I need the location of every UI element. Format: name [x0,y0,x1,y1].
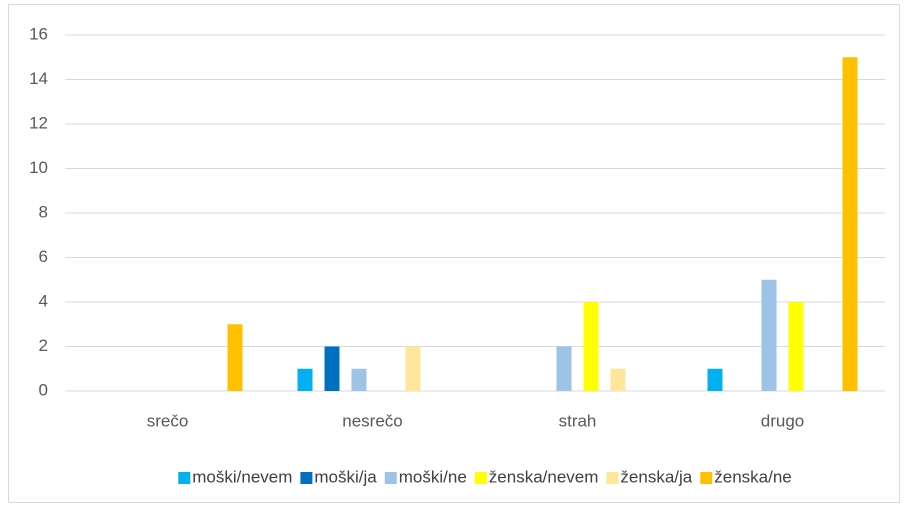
legend-label: moški/ne [399,467,467,486]
y-tick-label: 14 [29,69,48,88]
x-tick-label: drugo [761,411,804,430]
legend-label: ženska/ne [714,467,792,486]
x-tick-label: strah [559,411,597,430]
chart-border [8,4,900,503]
bar [351,368,367,391]
legend-label: moški/nevem [192,467,292,486]
bar [227,324,243,391]
bar [707,368,723,391]
x-tick-label: nesrečo [342,411,402,430]
legend-swatch [384,472,397,484]
bar [788,302,804,391]
bar [583,302,599,391]
legend-label: ženska/nevem [489,467,599,486]
y-tick-label: 4 [39,291,48,310]
legend-swatch [700,472,713,484]
x-tick-label: srečo [147,411,189,430]
bar [324,346,340,391]
legend-swatch [606,472,619,484]
bar [297,368,313,391]
legend-swatch [474,472,487,484]
bar [556,346,572,391]
y-tick-label: 2 [39,336,48,355]
y-tick-label: 10 [29,158,48,177]
legend-swatch [300,472,313,484]
bar [610,368,626,391]
y-tick-label: 6 [39,247,48,266]
legend: moški/nevem moški/ja moški/ne ženska/nevem ž… [178,467,792,486]
y-tick-label: 12 [29,113,48,132]
legend-label: moški/ja [314,467,377,486]
y-tick-label: 8 [39,202,48,221]
legend-label: ženska/ja [620,467,692,486]
bar [761,279,777,391]
y-tick-label: 16 [29,24,48,43]
legend-swatch [178,472,191,484]
bar [842,57,858,391]
y-tick-label: 0 [39,380,48,399]
bar [405,346,421,391]
